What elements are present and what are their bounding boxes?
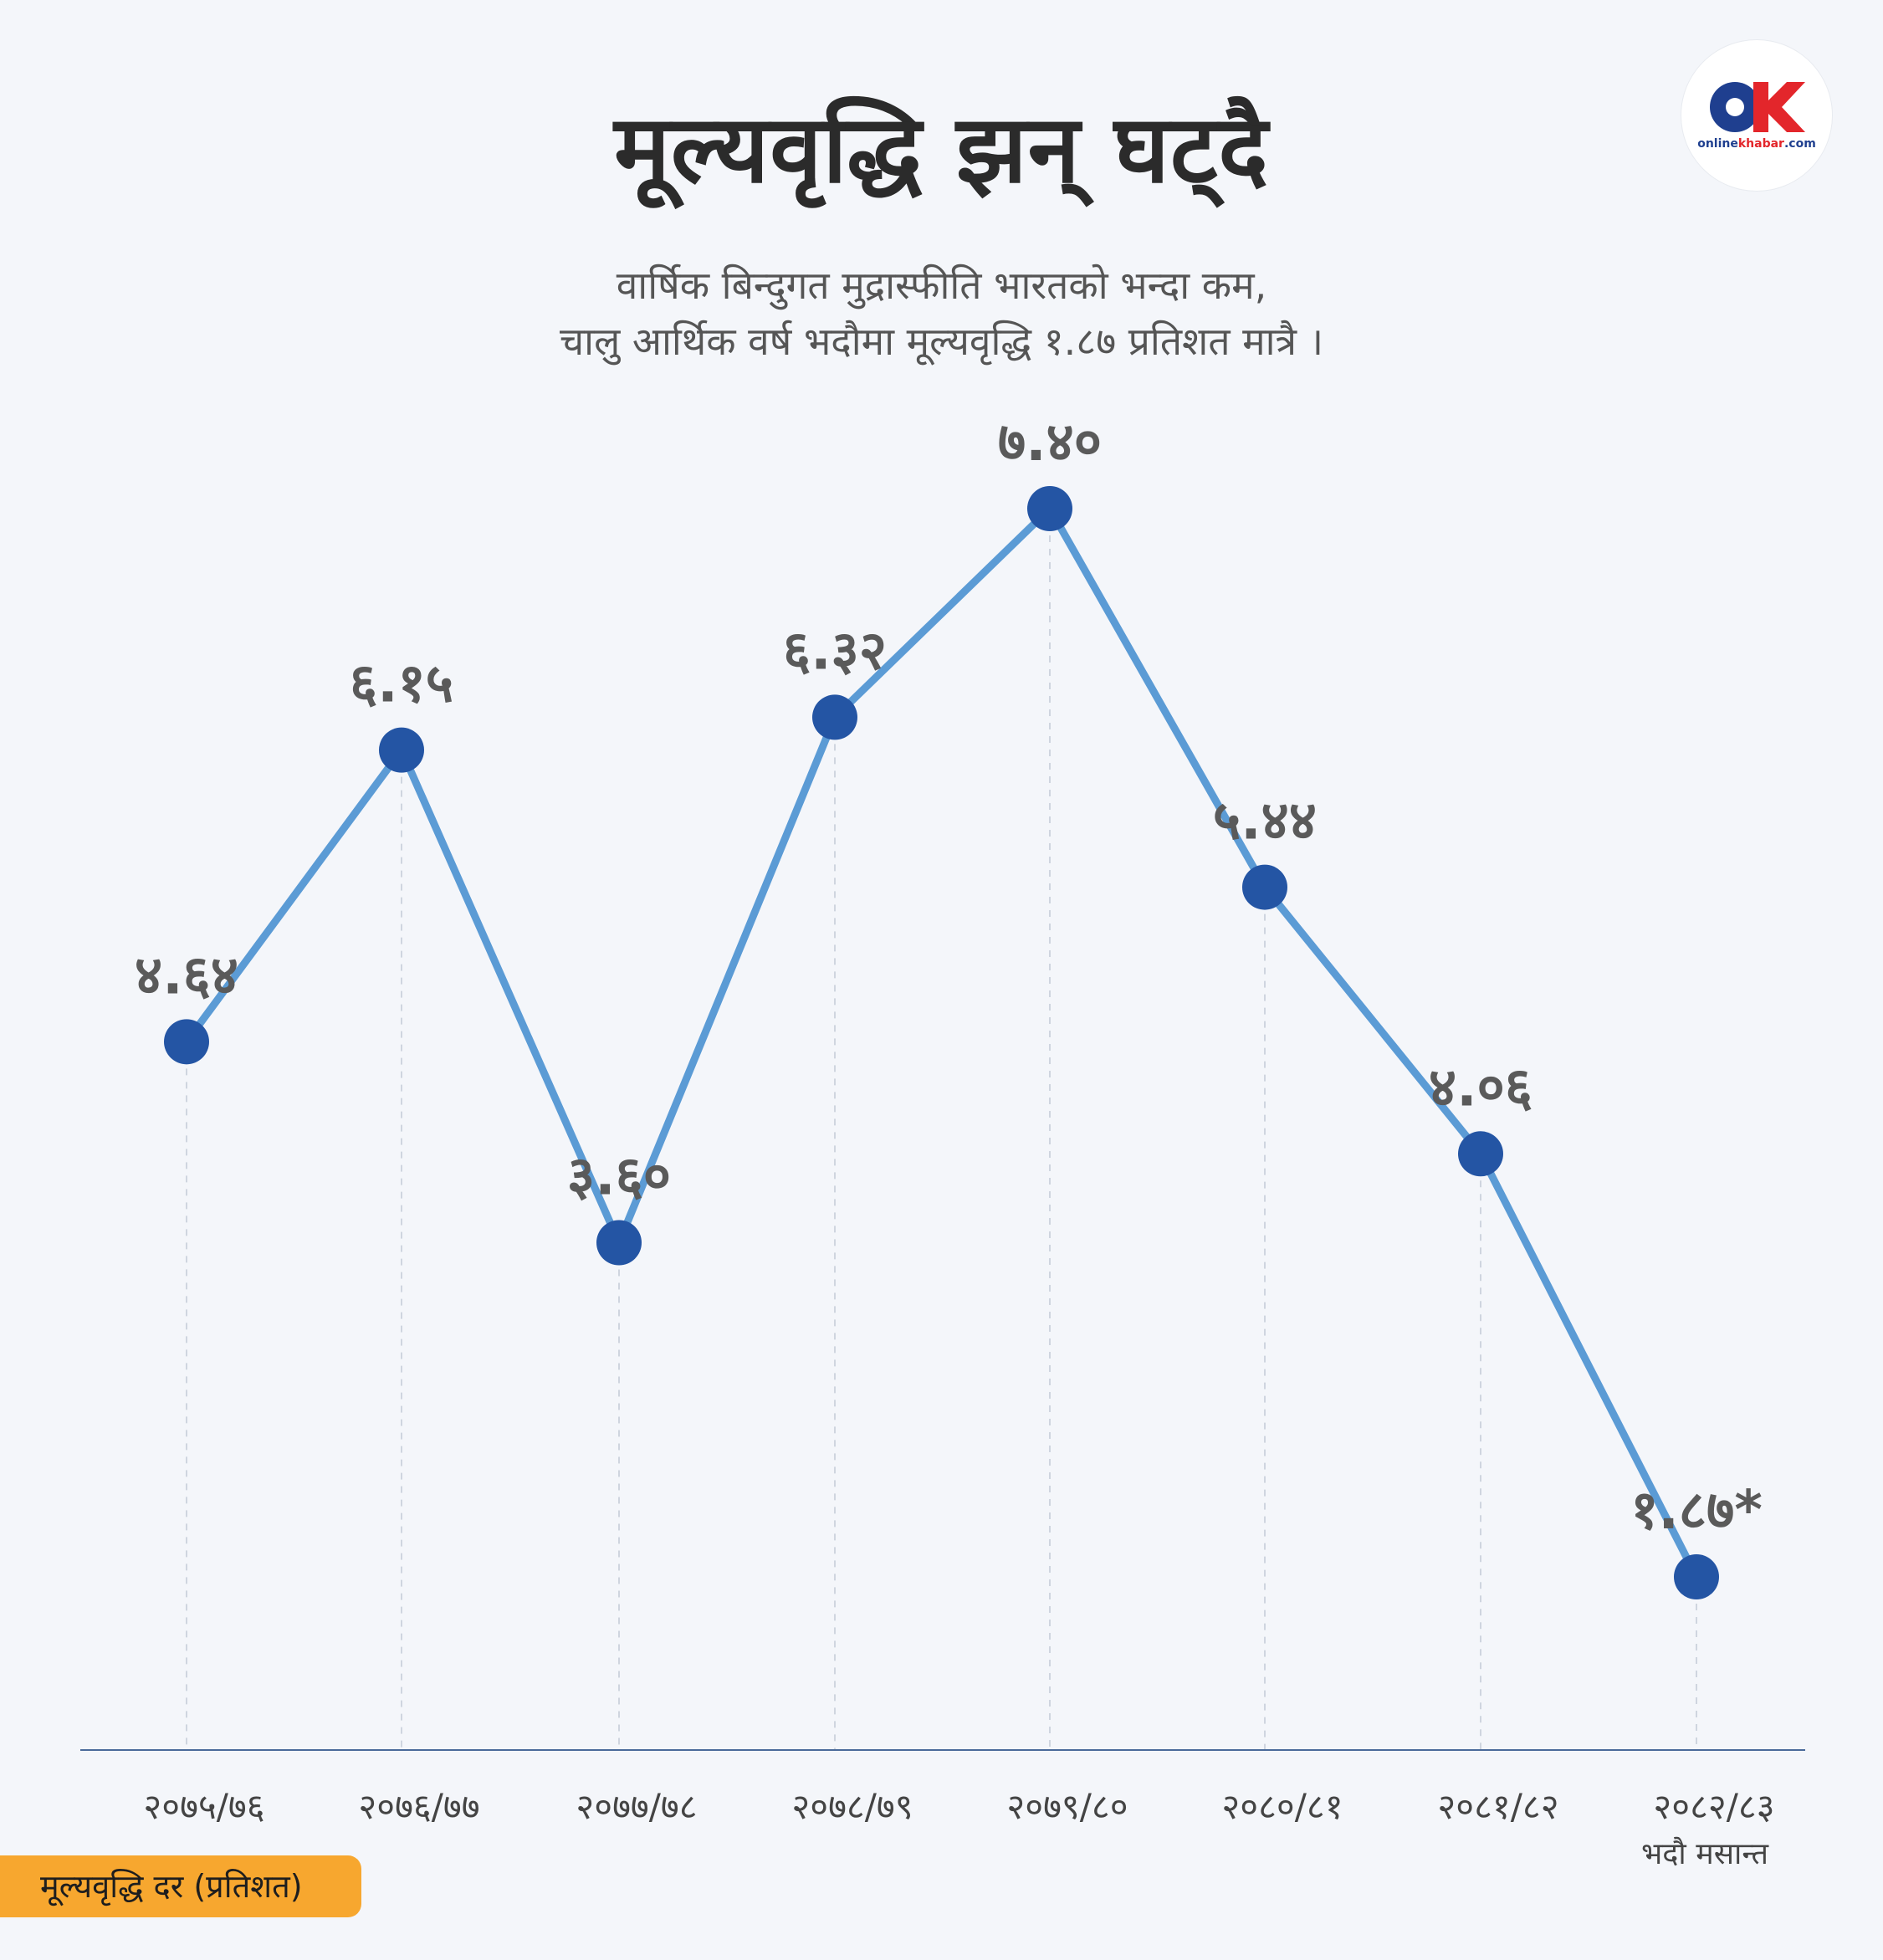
- data-point: [596, 1220, 642, 1266]
- data-label: ६.१५: [350, 653, 453, 715]
- x-tick-label: २०७६/७७: [358, 1786, 479, 1827]
- data-point: [1458, 1131, 1503, 1177]
- data-label: ५.४४: [1213, 791, 1317, 852]
- onlinekhabar-logo: onlinekhabar.com: [1681, 40, 1832, 191]
- x-tick-label: २०७८/७९: [791, 1786, 913, 1827]
- x-axis-labels: २०७५/७६ २०७६/७७ २०७७/७८ २०७८/७९ २०७९/८० २०८०/…: [143, 1786, 1774, 1871]
- x-tick-label: २०८२/८३: [1653, 1786, 1774, 1827]
- x-tick-label: २०८०/८१: [1221, 1786, 1343, 1827]
- x-tick-label: २०७९/८०: [1006, 1786, 1128, 1827]
- data-label: ३.६०: [567, 1146, 671, 1208]
- data-point: [379, 727, 424, 773]
- data-label: ६.३२: [783, 620, 887, 682]
- vertical-guides: [186, 509, 1697, 1750]
- x-tick-label: २०८१/८२: [1437, 1786, 1558, 1827]
- x-tick-sublabel: भदौ मसान्त: [1641, 1836, 1769, 1871]
- logo-wordmark: onlinekhabar.com: [1697, 137, 1816, 151]
- page-title: मूल्यवृद्धि झन् घट्दै: [614, 95, 1269, 204]
- data-label: ७.४०: [998, 412, 1102, 473]
- data-point: [1674, 1554, 1719, 1599]
- series-line: [183, 504, 1701, 1579]
- subtitle-line-2: चालु आर्थिक वर्ष भदौमा मूल्यवृद्धि १.८७ …: [559, 318, 1324, 364]
- data-label: १.८७*: [1630, 1480, 1763, 1542]
- data-point: [1242, 864, 1287, 910]
- data-labels: ४.६४ ६.१५ ३.६० ६.३२ ७.४० ५.४४ ४.०६ १.८७*: [135, 412, 1763, 1542]
- x-tick-label: २०७७/७८: [576, 1786, 697, 1827]
- data-point: [164, 1019, 209, 1065]
- subtitle-line-1: वार्षिक बिन्दुगत मुद्रास्फीति भारतको भन्…: [616, 263, 1267, 308]
- data-point: [1027, 486, 1072, 531]
- subtitle: वार्षिक बिन्दुगत मुद्रास्फीति भारतको भन्…: [0, 258, 1883, 369]
- logo-mark-icon: [1710, 82, 1805, 132]
- data-label: ४.६४: [135, 944, 238, 1006]
- data-label: ४.०६: [1429, 1057, 1532, 1118]
- data-points: [164, 486, 1719, 1599]
- data-point: [812, 694, 857, 740]
- x-tick-label: २०७५/७६: [143, 1786, 264, 1827]
- legend-badge: मूल्यवृद्धि दर (प्रतिशत): [0, 1855, 361, 1917]
